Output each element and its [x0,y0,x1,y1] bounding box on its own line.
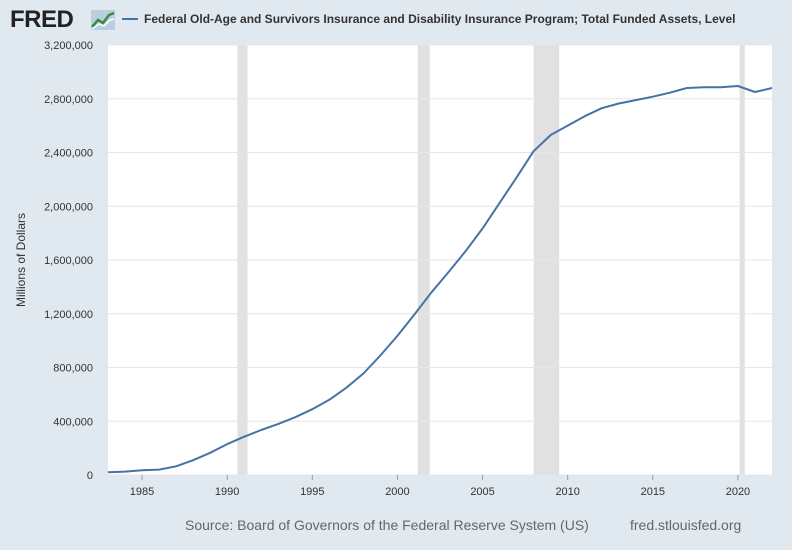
y-tick-label: 3,200,000 [44,40,93,52]
line-chart-icon [91,10,115,30]
header: FRED Federal Old-Age and Survivors Insur… [0,0,792,40]
y-tick-label: 1,200,000 [44,309,93,321]
fred-url-link[interactable]: fred.stlouisfed.org [630,517,742,533]
legend-swatch [122,18,138,20]
y-tick-label: 0 [87,470,93,482]
fred-logo[interactable]: FRED [10,6,74,33]
x-tick-label: 2015 [641,486,665,498]
y-tick-label: 800,000 [53,363,93,375]
x-tick-label: 1995 [300,486,324,498]
y-axis-title: Millions of Dollars [14,213,28,307]
y-tick-label: 1,600,000 [44,255,93,267]
legend-label: Federal Old-Age and Survivors Insurance … [144,12,736,26]
x-tick-label: 1985 [130,486,154,498]
y-tick-label: 2,000,000 [44,201,93,213]
x-axis: 1985 1990 1995 2000 2005 2010 2015 2020 [130,475,750,498]
x-tick-label: 2005 [470,486,494,498]
y-tick-label: 2,400,000 [44,148,93,160]
y-tick-label: 2,800,000 [44,94,93,106]
grid [108,44,772,476]
legend: Federal Old-Age and Survivors Insurance … [122,10,736,28]
y-axis: 0 400,000 800,000 1,200,000 1,600,000 2,000,0… [44,40,93,482]
x-tick-label: 2010 [555,486,579,498]
x-tick-label: 2020 [726,486,750,498]
y-tick-label: 400,000 [53,416,93,428]
series-line [107,85,773,474]
source-note: Source: Board of Governors of the Federa… [185,517,589,533]
x-tick-label: 1990 [215,486,239,498]
x-tick-label: 2000 [385,486,409,498]
